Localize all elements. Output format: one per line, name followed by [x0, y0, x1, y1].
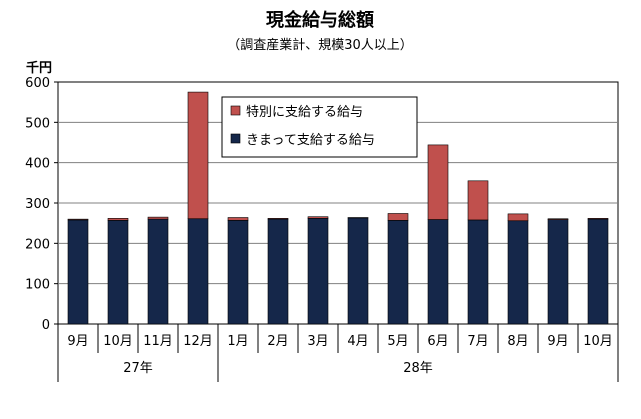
bar-regular	[147, 218, 169, 325]
year-label: 28年	[403, 361, 433, 376]
chart-subtitle: （調査産業計、規模30人以上）	[227, 37, 413, 53]
y-tick-label: 400	[25, 157, 50, 172]
bar-special	[187, 91, 209, 220]
bar-regular	[107, 220, 129, 325]
y-axis-unit: 千円	[26, 60, 52, 76]
bar-special	[587, 218, 609, 220]
y-tick-label: 300	[25, 197, 50, 212]
year-label: 27年	[123, 361, 153, 376]
bar-special	[67, 218, 89, 221]
x-tick-label: 9月	[67, 334, 88, 349]
bar-special	[507, 213, 529, 222]
x-tick-label: 4月	[347, 334, 368, 349]
y-tick-label: 600	[25, 76, 50, 91]
x-tick-label: 9月	[547, 334, 568, 349]
x-tick-label: 5月	[387, 334, 408, 349]
bar-special	[147, 216, 169, 220]
bar-special	[307, 216, 329, 219]
bar-special	[267, 218, 289, 220]
bar-regular	[507, 220, 529, 325]
bar-special	[227, 217, 249, 221]
legend-swatch	[230, 105, 241, 116]
x-tick-label: 12月	[183, 334, 213, 349]
x-tick-label: 1月	[227, 334, 248, 349]
y-tick-label: 0	[42, 318, 50, 333]
x-tick-label: 2月	[267, 334, 288, 349]
legend-box	[221, 96, 418, 158]
x-tick-label: 11月	[143, 334, 173, 349]
bar-regular	[387, 220, 409, 325]
x-tick-label: 7月	[467, 334, 488, 349]
bar-regular	[67, 219, 89, 325]
legend-label: 特別に支給する給与	[246, 105, 363, 120]
bar-special	[107, 218, 129, 221]
bar-regular	[547, 219, 569, 325]
chart-title: 現金給与総額	[266, 9, 374, 31]
bar-special	[467, 180, 489, 221]
x-tick-label: 8月	[507, 334, 528, 349]
y-tick-label: 100	[25, 278, 50, 293]
legend-label: きまって支給する給与	[246, 133, 375, 148]
bar-special	[547, 218, 569, 220]
bars	[67, 91, 609, 325]
bar-regular	[187, 218, 209, 325]
y-tick-label: 200	[25, 237, 50, 252]
bar-regular	[267, 218, 289, 325]
bar-special	[387, 213, 409, 221]
legend-swatch	[230, 133, 241, 144]
x-tick-label: 6月	[427, 334, 448, 349]
x-tick-label: 10月	[103, 334, 133, 349]
x-tick-label: 10月	[583, 334, 613, 349]
bar-regular	[467, 219, 489, 325]
x-axis: 9月 10月 11月 12月 1月 2月 3月 4月 5月 6月 7月 8月 9月 10月 27年 28年	[57, 324, 619, 382]
x-tick-label: 3月	[307, 334, 328, 349]
bar-regular	[427, 219, 449, 325]
bar-special	[427, 144, 449, 220]
bar-regular	[227, 220, 249, 325]
y-tick-label: 500	[25, 116, 50, 131]
bar-regular	[347, 217, 369, 325]
y-axis: 0 100 200 300 400 500 600	[25, 76, 58, 333]
bar-regular	[307, 218, 329, 325]
bar-regular	[587, 218, 609, 325]
